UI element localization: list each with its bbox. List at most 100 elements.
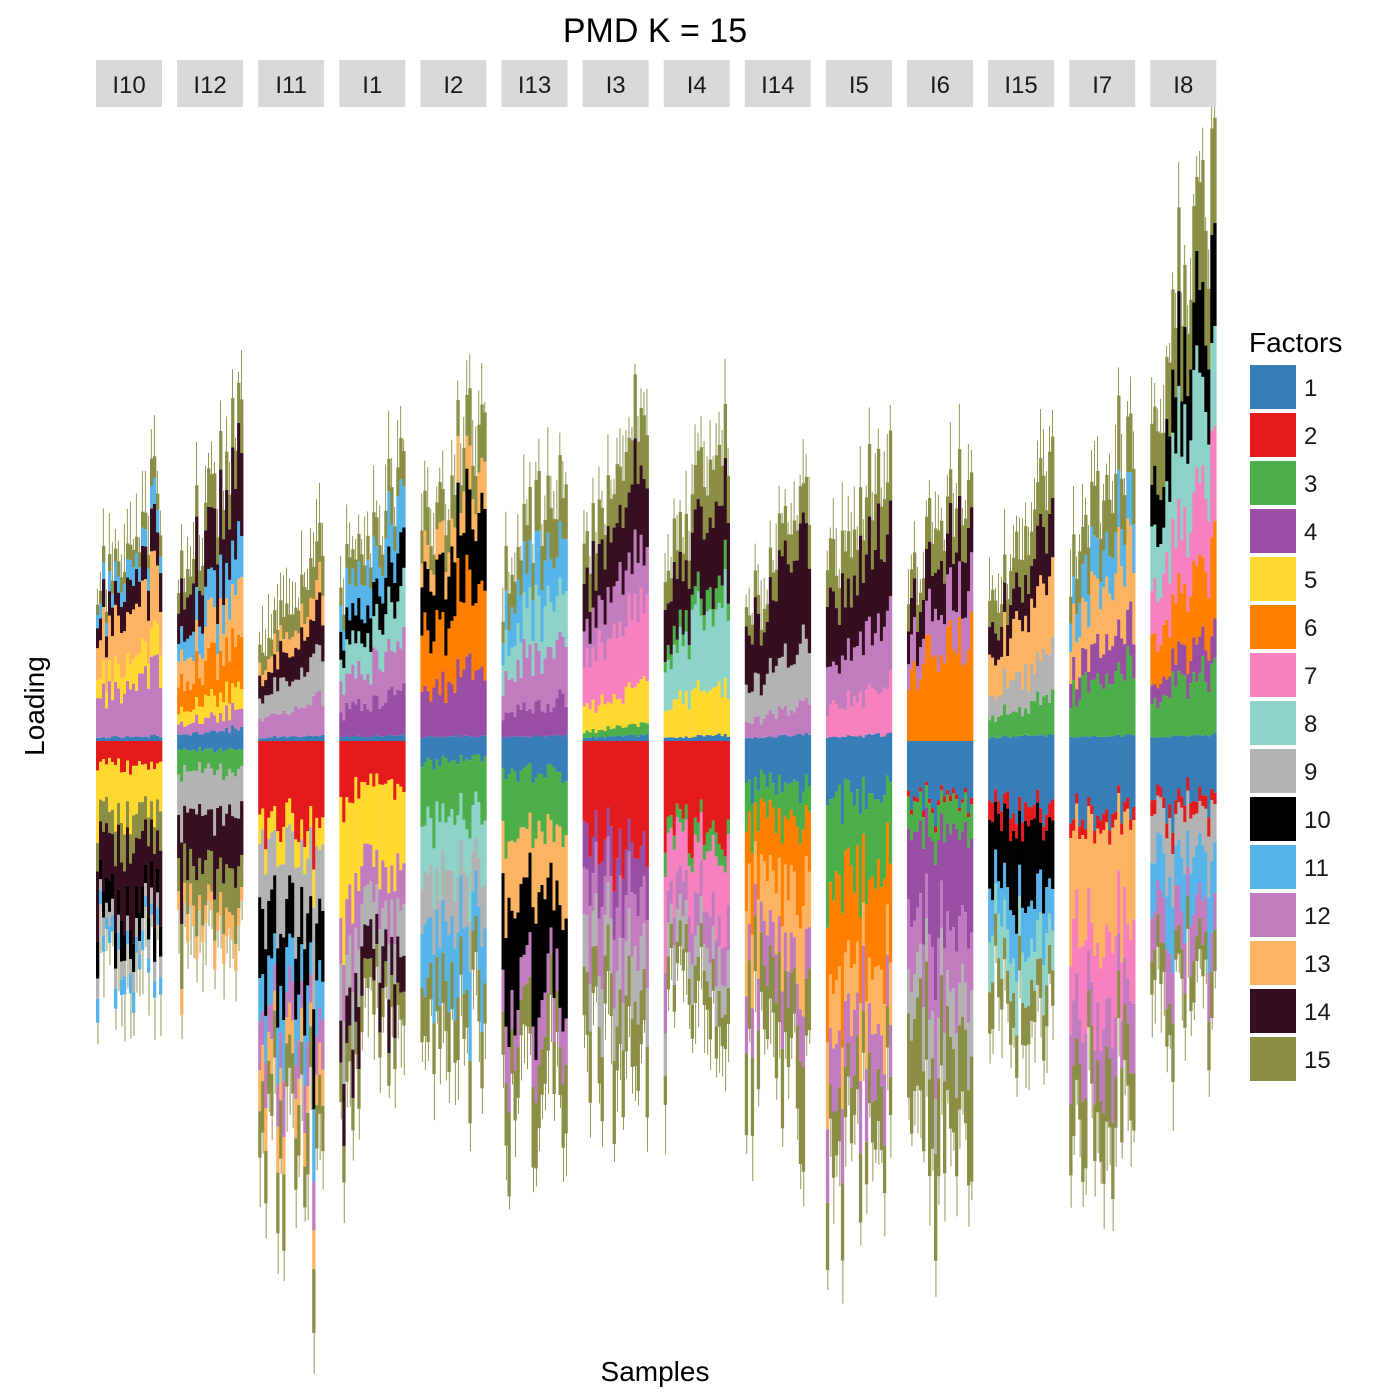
bar-segment-factor-4 — [940, 813, 944, 881]
bar-segment-factor-1 — [465, 741, 469, 759]
bar-segment-factor-7 — [600, 642, 604, 695]
bar-segment-factor-4 — [922, 848, 926, 945]
bar-segment-factor-11 — [111, 915, 115, 932]
bar-segment-factor-3 — [1150, 704, 1154, 737]
bar-segment-factor-4 — [919, 820, 923, 894]
bar-segment-factor-14 — [1030, 565, 1034, 599]
bar-segment-factor-4 — [1192, 637, 1196, 673]
bar-segment-factor-14 — [96, 628, 100, 649]
bar-segment-factor-1 — [558, 735, 562, 741]
bar-segment-factor-15 — [588, 573, 592, 612]
bar-tip-factor-15 — [859, 445, 861, 488]
bar-segment-factor-15 — [840, 530, 845, 574]
bar-tip-factor-15 — [349, 522, 351, 558]
bar-segment-factor-4 — [1156, 688, 1160, 709]
bar-segment-factor-9 — [114, 968, 118, 989]
bar-segment-factor-14 — [138, 838, 142, 913]
bar-segment-factor-13 — [321, 1069, 325, 1106]
bar-segment-factor-1 — [483, 741, 487, 757]
bar-tip-factor-15 — [1046, 1026, 1048, 1074]
bar-segment-factor-2 — [711, 741, 715, 821]
bar-segment-factor-15 — [360, 995, 364, 1033]
bar-segment-factor-11 — [1120, 529, 1124, 567]
bar-segment-factor-5 — [402, 792, 406, 864]
bar-segment-factor-14 — [606, 525, 610, 588]
bar-segment-factor-8 — [681, 646, 685, 705]
bar-segment-factor-7 — [1198, 483, 1202, 555]
bar-segment-factor-3 — [967, 817, 971, 848]
bar-segment-factor-15 — [459, 936, 463, 975]
bar-segment-factor-13 — [1069, 838, 1073, 967]
bar-segment-factor-12 — [240, 708, 244, 727]
y-axis-label: Loading — [19, 656, 50, 756]
bar-segment-factor-15 — [216, 537, 220, 565]
bar-segment-factor-6 — [231, 628, 235, 684]
bar-segment-factor-3 — [1003, 704, 1007, 736]
bar-segment-factor-11 — [270, 958, 274, 1004]
bar-segment-factor-15 — [615, 464, 619, 524]
bar-tip-factor-15 — [619, 428, 621, 467]
bar-segment-factor-12 — [1132, 1003, 1136, 1074]
bar-segment-factor-10 — [147, 917, 151, 940]
bar-segment-factor-9 — [297, 679, 301, 709]
bar-segment-factor-4 — [1099, 657, 1103, 685]
bar-segment-factor-3 — [1165, 696, 1169, 738]
bar-segment-factor-1 — [1021, 741, 1025, 823]
bar-segment-factor-1 — [480, 735, 484, 741]
bar-segment-factor-13 — [807, 871, 812, 928]
bar-segment-factor-15 — [1192, 961, 1196, 1003]
bar-segment-factor-1 — [858, 741, 863, 815]
bar-segment-factor-11 — [441, 900, 445, 953]
bar-segment-factor-12 — [756, 716, 761, 739]
bar-tip-factor-15 — [277, 583, 278, 630]
bar-segment-factor-7 — [678, 822, 682, 866]
bar-segment-factor-12 — [696, 892, 700, 926]
bar-segment-factor-1 — [1099, 736, 1103, 741]
bar-segment-factor-11 — [258, 978, 262, 1022]
bar-segment-factor-5 — [348, 802, 352, 885]
bar-segment-factor-14 — [198, 803, 202, 859]
bar-segment-factor-7 — [1105, 924, 1109, 999]
bar-segment-factor-12 — [111, 700, 115, 737]
legend-label: 4 — [1304, 519, 1317, 546]
bar-tip-factor-15 — [1034, 1022, 1036, 1063]
bar-segment-factor-10 — [387, 546, 391, 587]
bar-segment-factor-11 — [135, 553, 139, 570]
bar-segment-factor-15 — [1114, 473, 1118, 533]
bar-segment-factor-8 — [558, 577, 562, 632]
bar-segment-factor-13 — [183, 882, 187, 903]
bar-tip-factor-15 — [111, 542, 113, 581]
bar-segment-factor-15 — [204, 860, 208, 906]
bar-segment-factor-15 — [144, 512, 148, 530]
bar-segment-factor-15 — [351, 549, 355, 569]
bar-tip-factor-15 — [1001, 1009, 1003, 1059]
bar-segment-factor-1 — [699, 735, 703, 741]
bar-segment-factor-12 — [864, 1069, 869, 1142]
bar-tip-factor-15 — [712, 456, 714, 470]
bar-segment-factor-14 — [594, 590, 598, 628]
bar-tip-factor-15 — [556, 480, 558, 520]
bar-segment-factor-6 — [1174, 602, 1178, 665]
bar-segment-factor-1 — [876, 741, 881, 800]
bar-segment-factor-5 — [282, 826, 286, 865]
bar-segment-factor-9 — [282, 864, 286, 938]
bar-segment-factor-11 — [1006, 887, 1010, 930]
bar-segment-factor-2 — [1192, 801, 1196, 815]
bar-segment-factor-14 — [198, 590, 202, 627]
bar-segment-factor-6 — [825, 927, 830, 1043]
bar-segment-factor-14 — [1018, 586, 1022, 621]
bar-segment-factor-12 — [342, 695, 346, 721]
bar-segment-factor-13 — [840, 1047, 845, 1110]
bar-tip-factor-15 — [961, 508, 963, 526]
bar-tip-factor-15 — [187, 941, 189, 969]
bar-segment-factor-14 — [150, 508, 154, 552]
bar-segment-factor-7 — [1174, 547, 1178, 603]
bar-segment-factor-4 — [1183, 645, 1187, 676]
bar-segment-factor-9 — [267, 838, 271, 901]
bar-segment-factor-8 — [366, 633, 370, 674]
bar-segment-factor-14 — [804, 523, 809, 639]
bar-segment-factor-1 — [177, 741, 181, 750]
bar-segment-factor-9 — [1159, 797, 1163, 835]
bar-segment-factor-5 — [204, 694, 208, 718]
bar-segment-factor-12 — [1093, 1050, 1097, 1105]
